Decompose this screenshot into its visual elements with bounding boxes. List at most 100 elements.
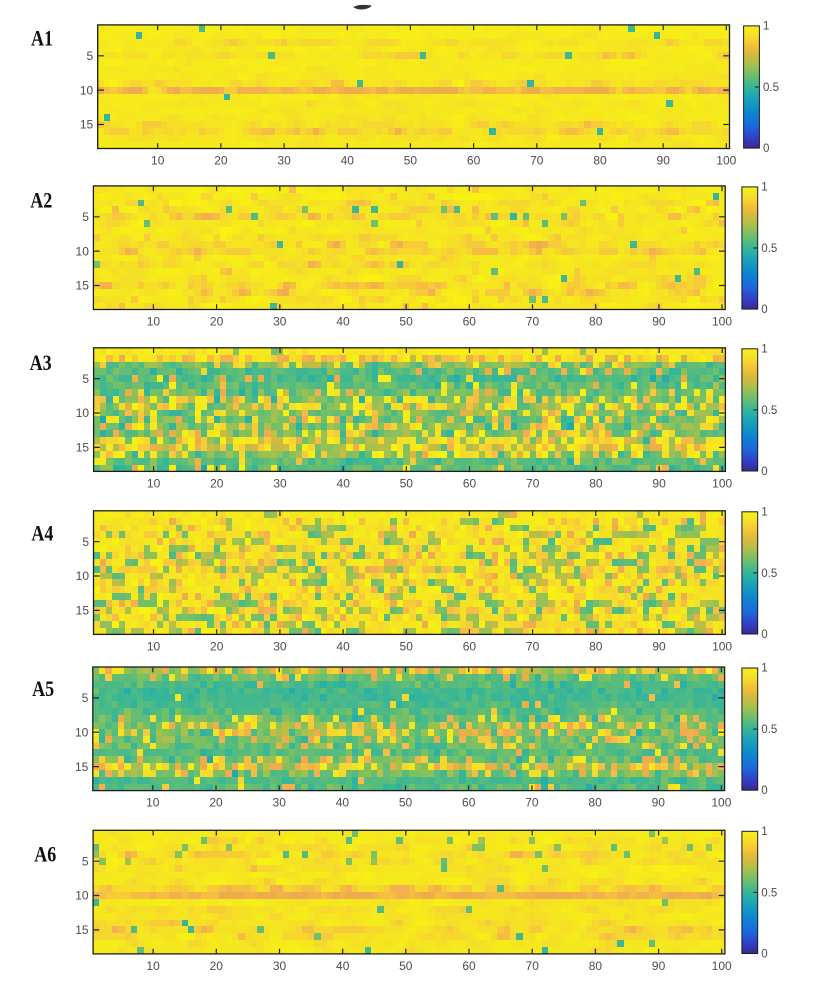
svg-text:100: 100 xyxy=(711,796,731,810)
svg-text:30: 30 xyxy=(273,959,287,973)
svg-text:0.5: 0.5 xyxy=(761,405,777,417)
svg-text:50: 50 xyxy=(400,639,414,653)
svg-text:70: 70 xyxy=(526,476,540,490)
svg-text:15: 15 xyxy=(75,760,89,774)
svg-text:20: 20 xyxy=(214,154,228,168)
svg-text:20: 20 xyxy=(210,639,224,653)
svg-text:0.5: 0.5 xyxy=(761,568,777,580)
svg-text:1: 1 xyxy=(761,826,767,838)
svg-text:1: 1 xyxy=(761,663,767,675)
svg-text:15: 15 xyxy=(75,923,89,937)
svg-text:A4: A4 xyxy=(31,521,53,546)
svg-text:5: 5 xyxy=(82,854,89,868)
svg-text:100: 100 xyxy=(716,154,736,168)
svg-text:30: 30 xyxy=(273,315,287,329)
svg-text:60: 60 xyxy=(463,315,477,329)
svg-text:40: 40 xyxy=(341,154,355,168)
svg-text:0.5: 0.5 xyxy=(761,888,777,900)
svg-text:10: 10 xyxy=(80,83,94,97)
svg-text:90: 90 xyxy=(652,639,666,653)
svg-text:0: 0 xyxy=(761,466,767,478)
svg-text:0: 0 xyxy=(761,629,767,641)
svg-text:10: 10 xyxy=(147,476,161,490)
svg-text:90: 90 xyxy=(652,796,666,810)
svg-text:60: 60 xyxy=(462,959,476,973)
svg-text:70: 70 xyxy=(526,959,540,973)
svg-text:A5: A5 xyxy=(32,676,54,701)
svg-text:10: 10 xyxy=(76,244,90,258)
svg-text:70: 70 xyxy=(526,315,540,329)
svg-text:A3: A3 xyxy=(30,350,52,375)
svg-text:0.5: 0.5 xyxy=(761,243,777,255)
svg-text:50: 50 xyxy=(404,154,418,168)
svg-text:40: 40 xyxy=(336,959,350,973)
svg-text:40: 40 xyxy=(337,476,351,490)
svg-text:1: 1 xyxy=(761,506,767,518)
svg-text:100: 100 xyxy=(712,476,732,490)
svg-text:50: 50 xyxy=(400,476,414,490)
svg-text:80: 80 xyxy=(588,796,602,810)
svg-text:20: 20 xyxy=(210,315,224,329)
svg-text:80: 80 xyxy=(589,315,603,329)
svg-text:100: 100 xyxy=(712,959,732,973)
svg-text:15: 15 xyxy=(76,604,90,618)
svg-text:60: 60 xyxy=(463,476,477,490)
svg-text:100: 100 xyxy=(712,315,732,329)
svg-text:90: 90 xyxy=(652,315,666,329)
svg-text:10: 10 xyxy=(146,796,160,810)
svg-text:0.5: 0.5 xyxy=(763,82,779,94)
svg-text:5: 5 xyxy=(87,49,94,63)
svg-text:90: 90 xyxy=(657,154,671,168)
svg-text:30: 30 xyxy=(277,154,291,168)
svg-text:5: 5 xyxy=(82,535,89,549)
svg-text:50: 50 xyxy=(399,796,413,810)
svg-text:10: 10 xyxy=(76,569,90,583)
svg-text:1: 1 xyxy=(761,343,767,355)
svg-text:0: 0 xyxy=(761,949,767,961)
svg-text:40: 40 xyxy=(336,315,350,329)
svg-text:0: 0 xyxy=(761,785,767,797)
svg-text:90: 90 xyxy=(652,476,666,490)
svg-text:30: 30 xyxy=(273,476,287,490)
svg-text:A1: A1 xyxy=(31,25,53,50)
svg-text:70: 70 xyxy=(530,154,544,168)
svg-text:40: 40 xyxy=(336,796,350,810)
svg-text:10: 10 xyxy=(146,959,160,973)
svg-text:80: 80 xyxy=(589,476,603,490)
svg-text:30: 30 xyxy=(273,639,287,653)
svg-text:15: 15 xyxy=(76,441,90,455)
svg-text:15: 15 xyxy=(76,279,90,293)
svg-text:0: 0 xyxy=(761,304,767,316)
svg-text:10: 10 xyxy=(75,725,89,739)
svg-text:10: 10 xyxy=(147,315,161,329)
svg-text:15: 15 xyxy=(80,118,94,132)
svg-text:20: 20 xyxy=(209,796,223,810)
svg-text:10: 10 xyxy=(76,406,90,420)
svg-text:0: 0 xyxy=(763,143,769,155)
svg-text:60: 60 xyxy=(467,154,481,168)
svg-text:30: 30 xyxy=(273,796,287,810)
svg-text:5: 5 xyxy=(82,210,89,224)
svg-text:70: 70 xyxy=(525,796,539,810)
svg-text:5: 5 xyxy=(82,372,89,386)
svg-text:A6: A6 xyxy=(34,842,56,867)
svg-text:1: 1 xyxy=(763,20,769,32)
svg-text:10: 10 xyxy=(151,154,165,168)
svg-text:90: 90 xyxy=(652,959,666,973)
svg-text:A2: A2 xyxy=(30,188,52,213)
svg-text:100: 100 xyxy=(712,639,732,653)
svg-text:10: 10 xyxy=(75,889,89,903)
svg-text:10: 10 xyxy=(147,639,161,653)
svg-text:70: 70 xyxy=(526,639,540,653)
svg-text:60: 60 xyxy=(463,639,477,653)
svg-text:80: 80 xyxy=(589,639,603,653)
svg-text:50: 50 xyxy=(399,315,413,329)
svg-text:1: 1 xyxy=(761,181,767,193)
svg-text:5: 5 xyxy=(82,691,89,705)
svg-text:80: 80 xyxy=(589,959,603,973)
svg-text:50: 50 xyxy=(399,959,413,973)
svg-text:20: 20 xyxy=(210,476,224,490)
svg-text:40: 40 xyxy=(336,639,350,653)
svg-text:80: 80 xyxy=(593,154,607,168)
svg-text:0.5: 0.5 xyxy=(761,724,777,736)
